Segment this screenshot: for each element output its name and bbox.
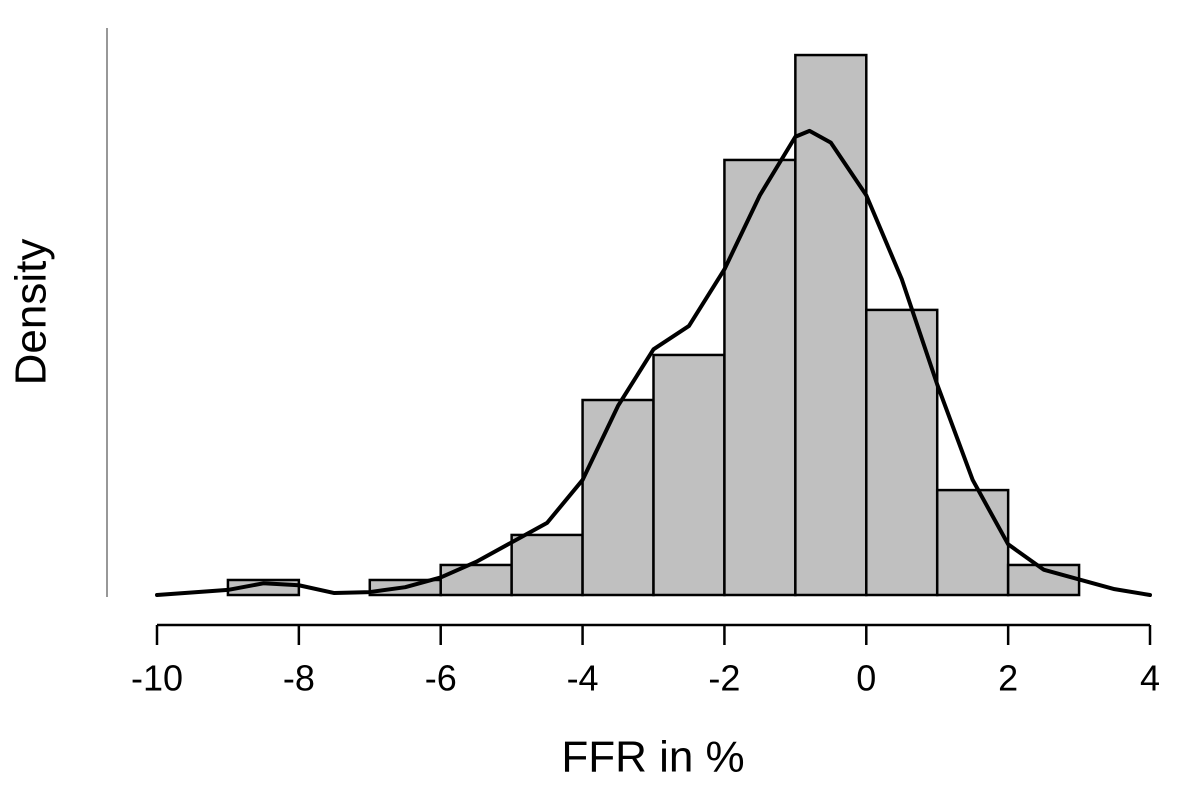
histogram-bar — [865, 308, 939, 597]
histogram-bar — [439, 563, 513, 597]
x-tick-label: 2 — [998, 658, 1018, 699]
y-axis-title: Density — [7, 239, 56, 386]
x-tick-label: -8 — [283, 658, 315, 699]
x-axis-title: FFR in % — [561, 733, 744, 782]
histogram-bar — [652, 353, 726, 597]
x-tick-label: 0 — [856, 658, 876, 699]
density-curve — [155, 128, 1152, 597]
histogram-bar — [510, 533, 584, 597]
histogram-bar — [935, 488, 1010, 597]
x-tick-label: -10 — [131, 658, 183, 699]
x-tick-label: -6 — [425, 658, 457, 699]
x-tick-label: -2 — [708, 658, 740, 699]
histogram-bar — [581, 398, 655, 597]
x-tick-label: 4 — [1140, 658, 1160, 699]
x-tick-label: -4 — [567, 658, 599, 699]
histogram-bar — [794, 53, 868, 597]
histogram-bar — [723, 158, 797, 597]
